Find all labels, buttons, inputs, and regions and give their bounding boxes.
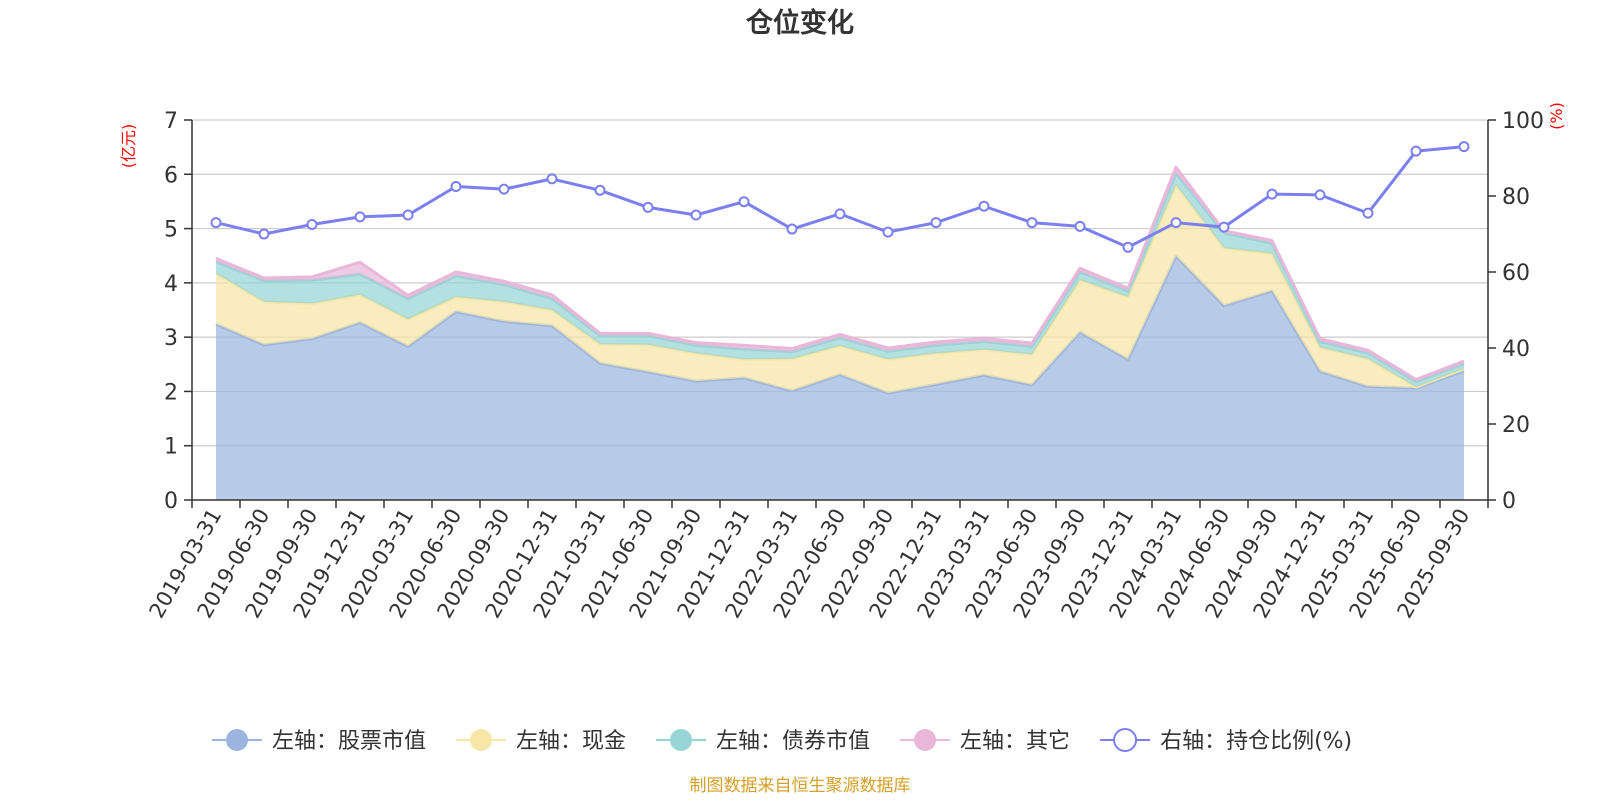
data-source-note: 制图数据来自恒生聚源数据库 [690, 776, 911, 796]
left-axis-unit: (亿元) [119, 124, 138, 169]
ratio-point [642, 201, 654, 213]
area-左轴：现金 [216, 185, 1464, 394]
x-axis-labels: 2019-03-312019-06-302019-09-302019-12-31… [145, 505, 1475, 623]
ratio-point [786, 223, 798, 235]
ratio-point [1170, 217, 1182, 229]
ratio-point [1218, 221, 1230, 233]
left-tick-label: 0 [164, 489, 178, 514]
right-tick-label: 80 [1502, 185, 1530, 210]
ratio-point [354, 211, 366, 223]
area-左轴：股票市值 [216, 256, 1464, 500]
legend-item[interactable]: 左轴：现金 [456, 729, 626, 754]
ratio-point [450, 181, 462, 192]
right-tick-label: 60 [1502, 261, 1530, 286]
legend-label: 左轴：现金 [516, 729, 626, 754]
legend: 左轴：股票市值 左轴：现金 左轴：债券市值 左轴：其它 右轴：持仓比例(%) [212, 728, 1352, 754]
legend-label: 左轴：股票市值 [272, 729, 426, 754]
legend-marker [470, 729, 493, 751]
ratio-point [1074, 220, 1086, 232]
area-edge-左轴：其它 [215, 165, 1465, 381]
legend-item[interactable]: 左轴：其它 [900, 729, 1070, 754]
ratio-point [834, 208, 846, 220]
ratio-point [1410, 145, 1422, 157]
ratio-point [546, 173, 558, 185]
ratio-line-series [210, 141, 1470, 253]
left-tick-label: 7 [164, 109, 178, 134]
right-tick-label: 100 [1502, 109, 1544, 134]
left-tick-label: 3 [164, 326, 178, 351]
legend-marker [1113, 728, 1138, 752]
ratio-point [930, 217, 942, 229]
legend-label: 右轴：持仓比例(%) [1160, 729, 1352, 754]
right-tick-label: 0 [1502, 489, 1516, 514]
axes: 0 1 2 3 4 5 6 7 0 20 40 60 80 100 [164, 109, 1544, 514]
right-axis-unit: (%) [1547, 102, 1566, 130]
legend-marker [670, 729, 693, 751]
ratio-point [882, 226, 894, 238]
ratio-point [1026, 217, 1038, 229]
legend-marker [914, 729, 937, 751]
ratio-point [210, 217, 222, 229]
left-tick-label: 1 [164, 435, 178, 460]
area-左轴：债券市值 [216, 173, 1464, 388]
left-tick-label: 5 [164, 218, 178, 243]
ratio-point [1458, 141, 1470, 153]
right-tick-label: 20 [1502, 413, 1530, 438]
ratio-point [738, 196, 750, 208]
legend-item[interactable]: 左轴：股票市值 [212, 729, 426, 754]
legend-item[interactable]: 右轴：持仓比例(%) [1100, 728, 1352, 754]
ratio-point [690, 209, 702, 221]
ratio-point [1266, 188, 1278, 200]
chart-title: 仓位变化 [745, 7, 854, 39]
ratio-point [306, 219, 318, 230]
ratio-point [1314, 189, 1326, 201]
stacked-areas [215, 165, 1465, 500]
ratio-point [978, 200, 990, 212]
ratio-point [258, 228, 270, 240]
ratio-point [1122, 241, 1134, 253]
ratio-point [498, 183, 510, 195]
legend-label: 左轴：债券市值 [716, 729, 870, 754]
left-tick-label: 2 [164, 380, 178, 405]
ratio-line [215, 145, 1465, 249]
legend-label: 左轴：其它 [960, 729, 1070, 754]
left-tick-label: 6 [164, 163, 178, 188]
legend-marker [226, 729, 248, 751]
right-tick-label: 40 [1502, 337, 1530, 362]
left-tick-label: 4 [164, 272, 178, 297]
ratio-point [402, 209, 414, 221]
ratio-point [1362, 207, 1374, 219]
legend-item[interactable]: 左轴：债券市值 [656, 729, 870, 754]
ratio-point [594, 184, 606, 196]
